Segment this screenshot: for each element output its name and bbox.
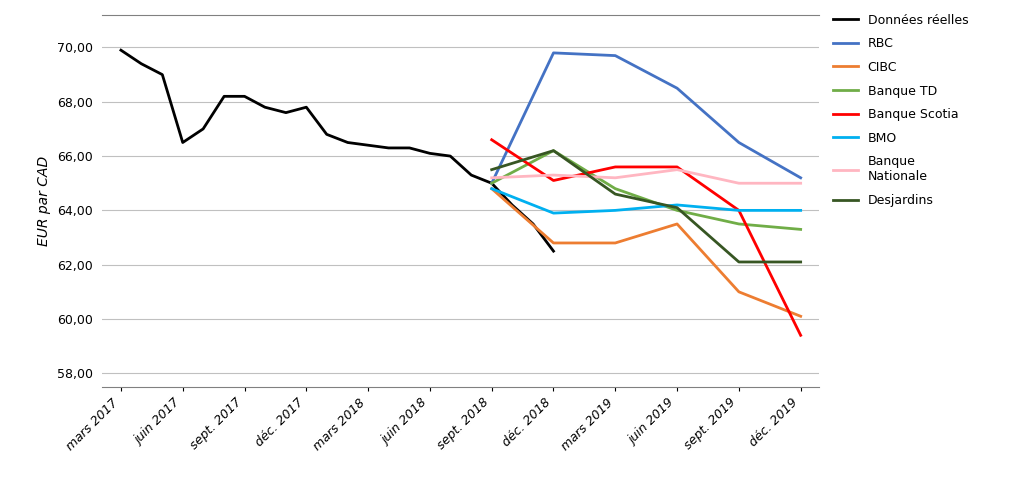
Y-axis label: EUR par CAD: EUR par CAD <box>37 156 51 246</box>
Legend: Données réelles, RBC, CIBC, Banque TD, Banque Scotia, BMO, Banque
Nationale, Des: Données réelles, RBC, CIBC, Banque TD, B… <box>833 14 969 207</box>
